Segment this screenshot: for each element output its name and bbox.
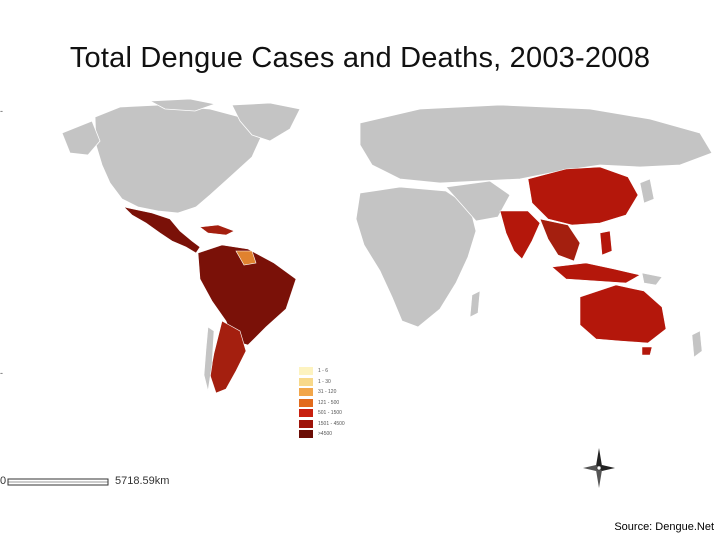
legend-swatch [299, 388, 313, 397]
region-africa [355, 186, 477, 328]
edge-tick-bottom: - [0, 368, 3, 378]
region-chile [203, 326, 215, 392]
legend-label: 1 - 30 [318, 378, 331, 385]
source-credit: Source: Dengue.Net [614, 521, 714, 533]
legend-label: 31 - 120 [318, 389, 337, 396]
region-arctic-islands [148, 98, 217, 112]
legend-label: 121 - 500 [318, 399, 340, 406]
region-guianas [235, 250, 257, 266]
region-mexico-central-america [123, 206, 201, 254]
legend-label: 1 - 6 [318, 368, 329, 375]
legend-label: 1501 - 4500 [318, 420, 345, 427]
map-title: Total Dengue Cases and Deaths, 2003-2008 [69, 42, 651, 74]
compass-rose-icon [583, 448, 615, 488]
region-brazil-north [197, 244, 297, 346]
legend-item: 121 - 500 [299, 398, 345, 409]
region-indonesia [551, 262, 641, 284]
region-north-america [94, 104, 263, 214]
legend-swatch [299, 430, 313, 439]
legend-item: 501 - 1500 [299, 408, 345, 419]
region-png [641, 272, 663, 286]
legend-item: 1 - 6 [299, 366, 345, 377]
scale-bar [7, 478, 109, 486]
legend-label: >4500 [318, 431, 333, 438]
legend-swatch [299, 398, 313, 407]
region-tasmania [641, 346, 653, 356]
world-choropleth-map [61, 98, 713, 394]
region-alaska [61, 120, 101, 156]
region-caribbean [199, 224, 235, 236]
region-new-zealand [691, 330, 703, 358]
legend-item: 31 - 120 [299, 387, 345, 398]
region-europe-russia [359, 104, 713, 184]
legend-swatch [299, 367, 313, 376]
region-japan [639, 178, 655, 204]
map-legend: 1 - 6 1 - 30 31 - 120 121 - 500 501 - 1500 15… [299, 366, 345, 440]
region-southeast-asia [539, 218, 581, 262]
legend-swatch [299, 377, 313, 386]
legend-swatch [299, 409, 313, 418]
region-southern-cone [209, 320, 247, 394]
legend-item: 1501 - 4500 [299, 419, 345, 430]
legend-item: 1 - 30 [299, 377, 345, 388]
region-philippines [599, 230, 613, 256]
region-greenland [231, 102, 301, 142]
region-middle-east [445, 180, 511, 222]
legend-swatch [299, 419, 313, 428]
region-china [527, 166, 639, 226]
region-australia [579, 284, 667, 344]
legend-item: >4500 [299, 429, 345, 440]
region-india [499, 210, 541, 260]
edge-tick-top: - [0, 106, 3, 116]
region-madagascar [469, 290, 481, 318]
scale-end-label: 5718.59km [115, 475, 170, 487]
legend-label: 501 - 1500 [318, 410, 342, 417]
scale-start-label: 0 [0, 475, 7, 487]
